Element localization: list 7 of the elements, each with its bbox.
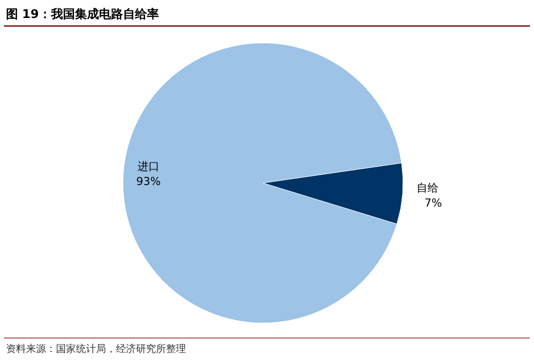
slice-label: 自给 [416,181,439,194]
pie-slice [122,42,402,324]
slice-label: 进口 [138,160,160,174]
chart-title: 图 19：我国集成电路自给率 [6,7,159,21]
data-label: 7% [424,196,442,210]
text: 资料来源：国家统计局，经济研究所整理 [6,343,186,355]
data-label: 93% [136,175,161,188]
